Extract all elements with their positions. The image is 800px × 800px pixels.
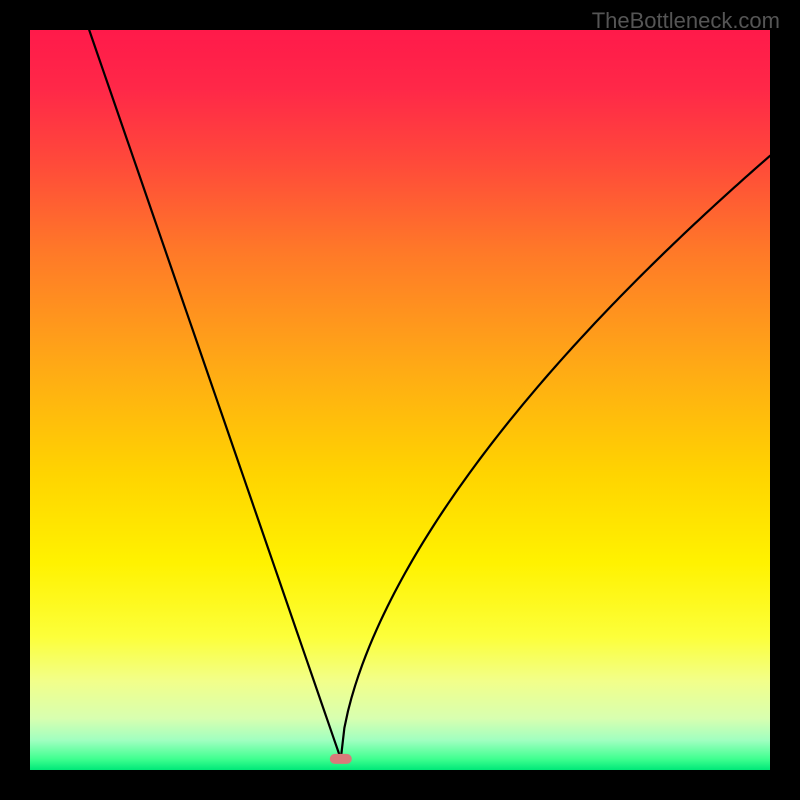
chart-background (30, 30, 770, 770)
minimum-marker (330, 754, 352, 764)
chart-container (30, 30, 770, 770)
watermark-text: TheBottleneck.com (592, 8, 780, 34)
bottleneck-chart-svg (30, 30, 770, 770)
